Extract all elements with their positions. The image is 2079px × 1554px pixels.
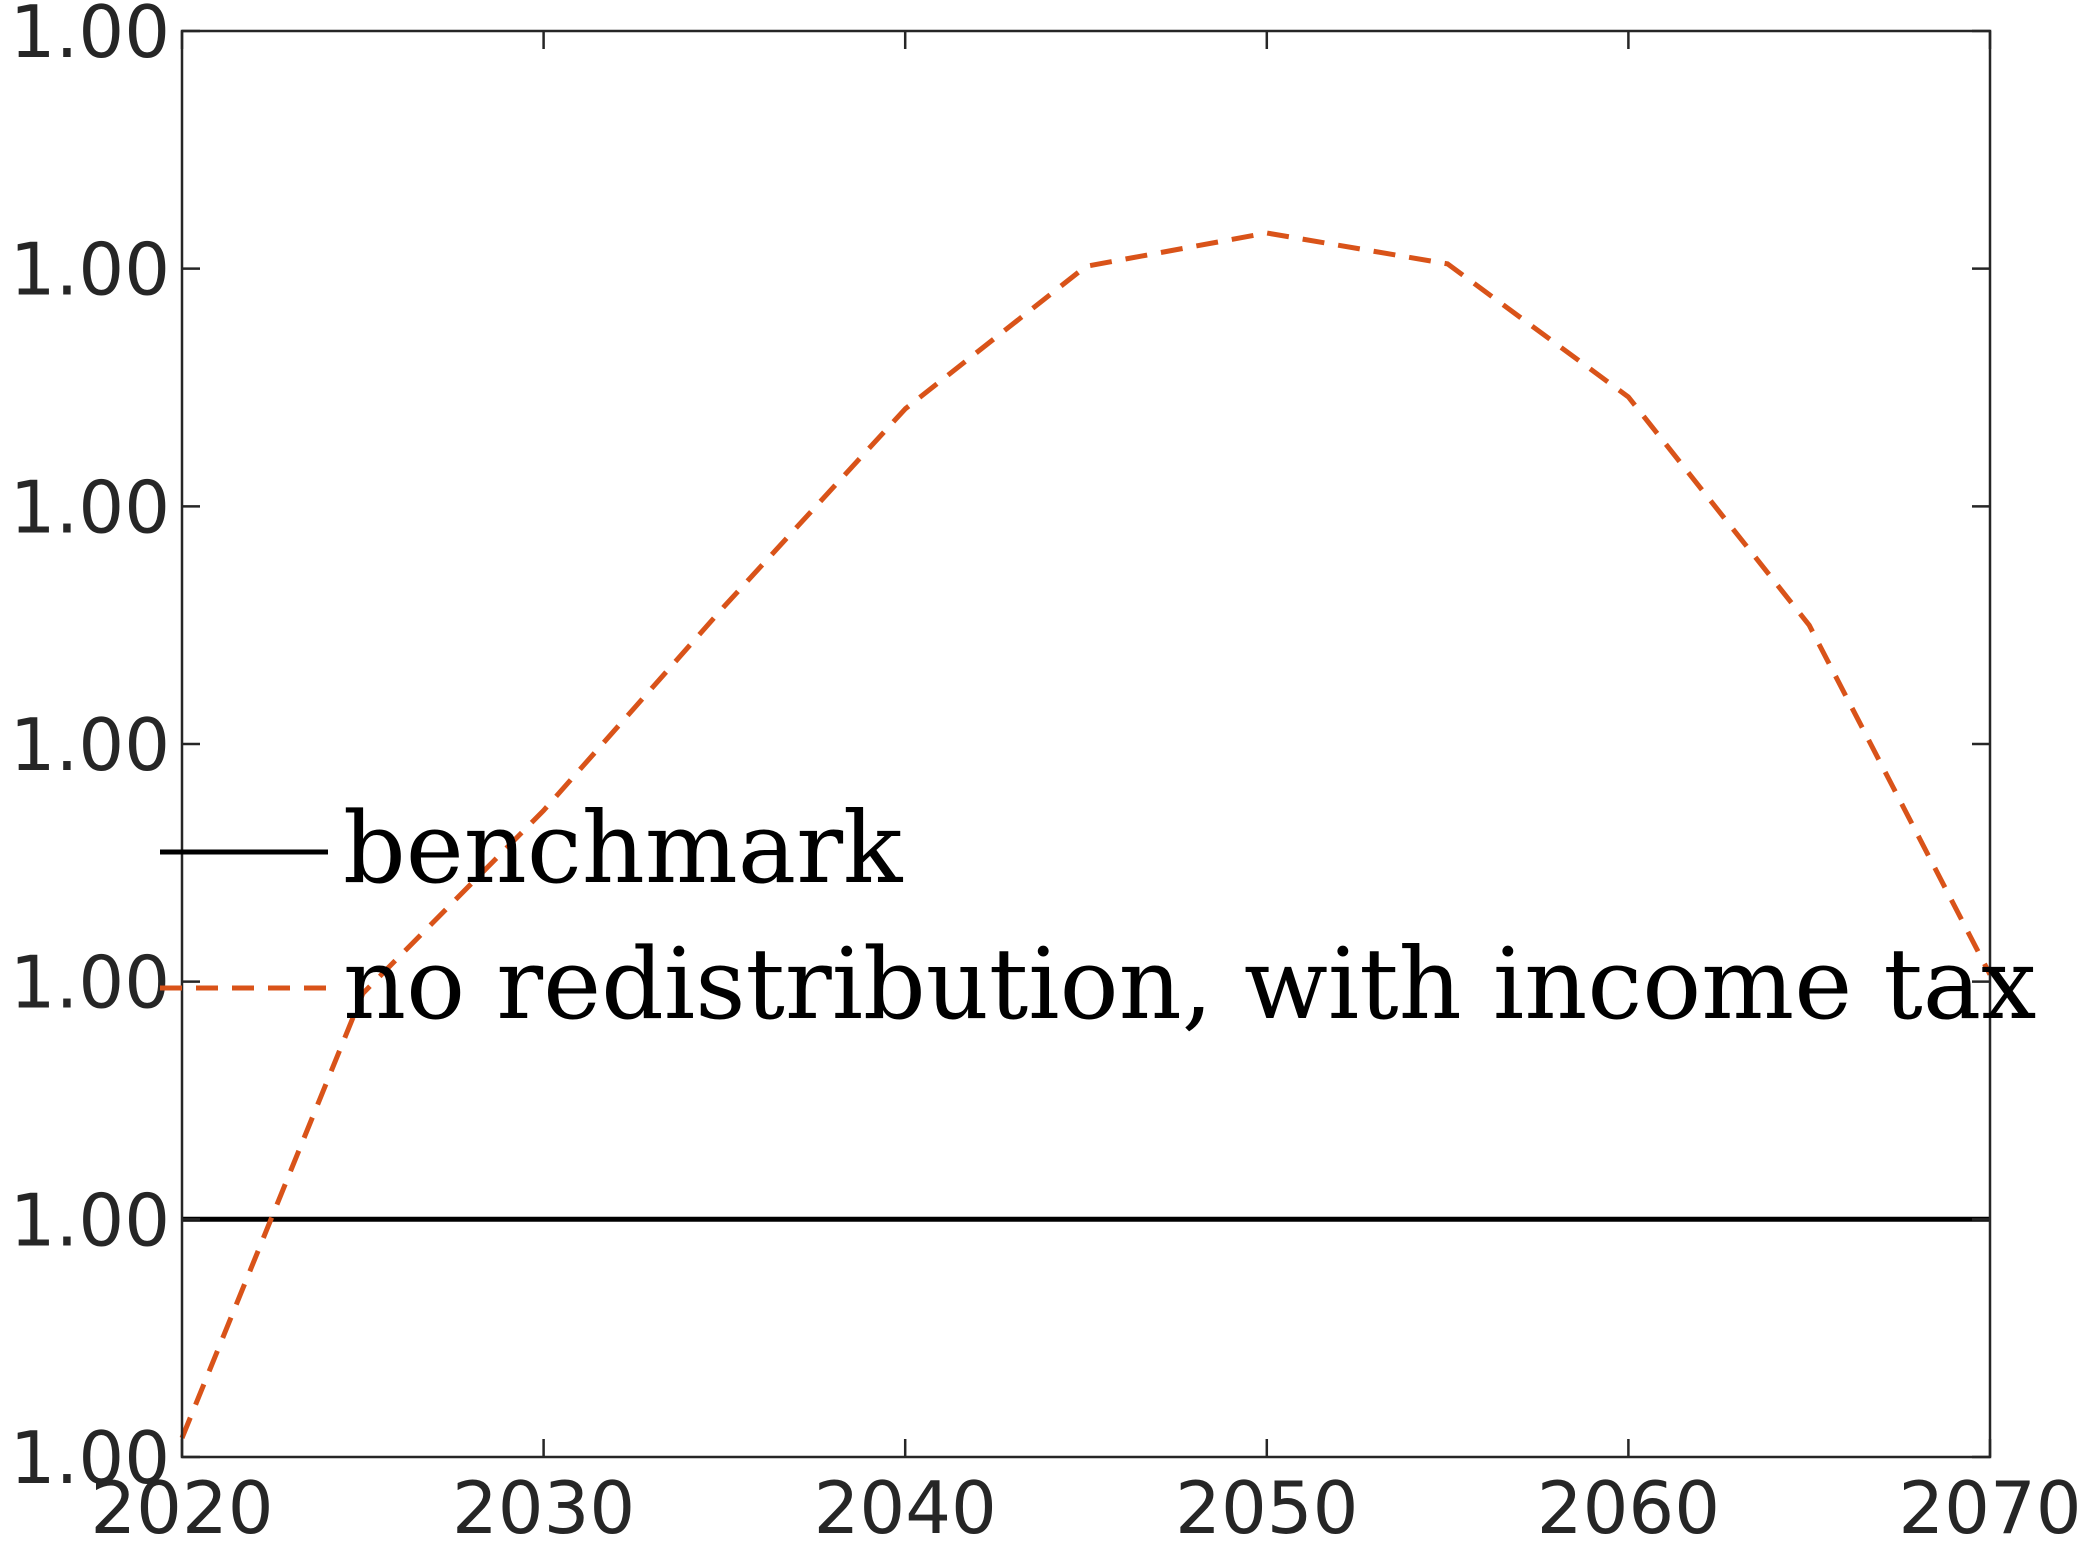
axes-layer: 2020 2030 2040 2050 2060 2070 1.00 1.00 1.00 1.00… — [10, 0, 2079, 1550]
x-tick-label: 2040 — [814, 1466, 997, 1550]
y-tick-label: 1.00 — [10, 465, 170, 549]
x-tick-label: 2020 — [90, 1466, 273, 1550]
y-tick-label: 1.00 — [10, 228, 170, 312]
plot-frame — [180, 29, 1992, 1459]
series-line-no-redistribution — [179, 230, 1993, 1439]
x-tick-label: 2060 — [1537, 1466, 1720, 1550]
x-tick-label: 2070 — [1898, 1466, 2079, 1550]
y-tick-label: 1.00 — [10, 1416, 170, 1500]
y-tick-label: 1.00 — [10, 0, 170, 74]
legend-label-benchmark: benchmark — [343, 792, 904, 906]
legend: benchmark no redistribution, with income… — [160, 792, 2036, 1042]
y-tick-label: 1.00 — [10, 1178, 170, 1262]
x-tick-label: 2030 — [452, 1466, 635, 1550]
series-layer — [179, 230, 1993, 1439]
y-tick-label: 1.00 — [10, 941, 170, 1025]
y-tick-label: 1.00 — [10, 703, 170, 787]
x-tick-label: 2050 — [1175, 1466, 1358, 1550]
legend-label-no-redistribution: no redistribution, with income tax — [343, 928, 2036, 1042]
plot-area — [182, 31, 1990, 1457]
